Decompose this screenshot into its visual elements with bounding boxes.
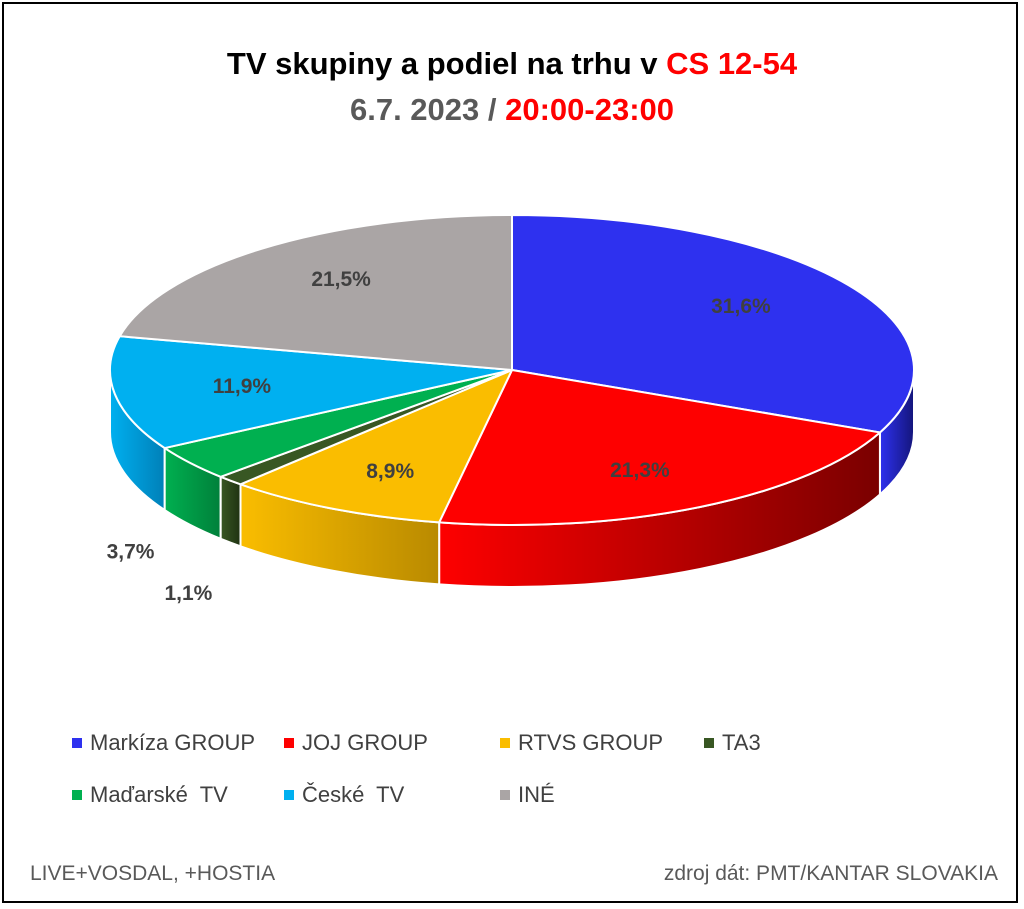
legend-label: TA3 — [722, 730, 761, 755]
legend-label: INÉ — [518, 782, 555, 807]
legend-label: JOJ GROUP — [302, 730, 428, 755]
legend-label: Markíza GROUP — [90, 730, 256, 755]
chart-subtitle-prefix: 6.7. 2023 / — [349, 92, 506, 127]
legend-item-markiza-group: Markíza GROUP — [72, 730, 255, 756]
pie-slice-ceske-tv — [109, 335, 513, 450]
data-label-madarske-tv: 3,7% — [107, 541, 155, 564]
footer-source-note: LIVE+VOSDAL, +HOSTIA — [30, 862, 276, 885]
data-label-joj-group: 21,3% — [610, 459, 670, 482]
data-label-ta3: 1,1% — [164, 582, 212, 605]
pie-slice-rtvs-group — [239, 369, 513, 524]
pie-slice-joj-group — [438, 369, 881, 526]
legend-item-ine: INÉ — [500, 782, 555, 808]
pie-slice-markiza-group — [511, 214, 915, 434]
legend-label: Maďarské TV — [90, 782, 228, 807]
data-label-rtvs-group: 8,9% — [366, 460, 414, 483]
legend-swatch — [704, 738, 714, 748]
legend-item-rtvs-group: RTVS GROUP — [500, 730, 663, 756]
legend-item-ceske-tv: České TV — [284, 782, 404, 808]
data-label-markiza-group: 31,6% — [711, 295, 771, 318]
legend-swatch — [500, 790, 510, 800]
chart-title-highlight: CS 12-54 — [666, 46, 798, 81]
legend-swatch — [284, 738, 294, 748]
pie-slice-ine — [118, 214, 513, 371]
data-label-ceske-tv: 11,9% — [213, 375, 272, 398]
pie-side-ta3 — [219, 475, 242, 548]
data-label-ine: 21,5% — [311, 268, 371, 291]
legend-item-ta3: TA3 — [704, 730, 761, 756]
legend-swatch — [500, 738, 510, 748]
legend-swatch — [72, 790, 82, 800]
chart-title-prefix: TV skupiny a podiel na trhu v — [226, 46, 667, 81]
chart-subtitle-highlight: 20:00-23:00 — [505, 92, 675, 127]
chart-title: TV skupiny a podiel na trhu v CS 12-54 — [0, 46, 1024, 82]
legend-label: České TV — [302, 782, 405, 807]
legend-label: RTVS GROUP — [518, 730, 664, 755]
legend-swatch — [284, 790, 294, 800]
legend-item-madarske-tv: Maďarské TV — [72, 782, 228, 808]
legend-swatch — [72, 738, 82, 748]
chart-subtitle: 6.7. 2023 / 20:00-23:00 — [0, 92, 1024, 128]
footer-data-source: zdroj dát: PMT/KANTAR SLOVAKIA — [663, 862, 998, 885]
legend-item-joj-group: JOJ GROUP — [284, 730, 428, 756]
